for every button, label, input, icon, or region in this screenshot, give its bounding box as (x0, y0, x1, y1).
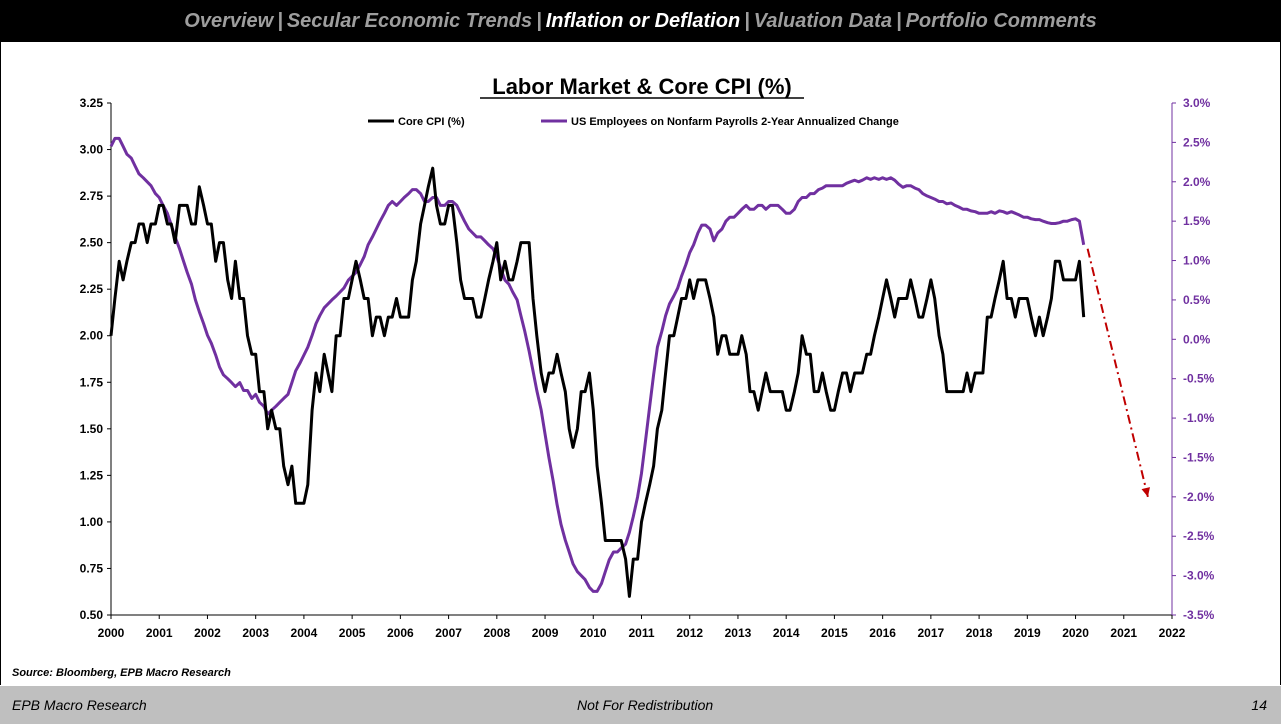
x-axis-tick-label: 2015 (821, 626, 848, 640)
left-axis-tick-label: 3.00 (80, 143, 104, 157)
x-axis-tick-label: 2019 (1014, 626, 1041, 640)
right-axis-tick-label: -2.5% (1183, 529, 1215, 543)
x-axis-tick-label: 2005 (339, 626, 366, 640)
x-axis-tick-label: 2021 (1110, 626, 1137, 640)
right-axis-tick-label: 2.5% (1183, 135, 1211, 149)
legend-label-core-cpi: Core CPI (%) (398, 116, 465, 128)
x-axis-tick-label: 2018 (966, 626, 993, 640)
left-axis-tick-label: 2.50 (80, 236, 104, 250)
right-axis-tick-label: 3.0% (1183, 96, 1211, 110)
core-cpi-series-line (109, 166, 1086, 598)
left-axis-tick-label: 1.50 (80, 422, 104, 436)
legend-label-payrolls: US Employees on Nonfarm Payrolls 2-Year … (571, 116, 899, 128)
footer-brand: EPB Macro Research (12, 697, 147, 713)
x-axis-tick-label: 2007 (435, 626, 462, 640)
nav-inflation-or-deflation[interactable]: Inflation or Deflation (545, 10, 741, 32)
nav-separator: | (744, 10, 750, 32)
left-axis-tick-label: 1.25 (80, 468, 104, 482)
nav-separator: | (536, 10, 542, 32)
projection-arrow-head (1141, 487, 1150, 497)
x-axis-tick-label: 2001 (146, 626, 173, 640)
chart-title: Labor Market & Core CPI (%) (492, 74, 792, 99)
right-axis-tick-label: 2.0% (1183, 175, 1211, 189)
left-axis-tick-label: 2.75 (80, 189, 104, 203)
page-number: 14 (1251, 697, 1267, 713)
footer-bar: EPB Macro Research Not For Redistributio… (0, 686, 1281, 724)
left-axis-tick-label: 3.25 (80, 96, 104, 110)
projection-arrow-line (1086, 248, 1149, 498)
source-note: Source: Bloomberg, EPB Macro Research (12, 667, 231, 679)
right-axis-tick-label: -2.0% (1183, 490, 1215, 504)
right-axis-tick-label: -1.5% (1183, 450, 1215, 464)
footer-notice: Not For Redistribution (577, 697, 714, 713)
left-axis-tick-label: 1.00 (80, 515, 104, 529)
payrolls-series-line (109, 136, 1086, 593)
right-axis-tick-label: 0.5% (1183, 293, 1211, 307)
right-axis-tick-label: -3.0% (1183, 569, 1215, 583)
x-axis-tick-label: 2008 (483, 626, 510, 640)
x-axis-tick-label: 2013 (725, 626, 752, 640)
x-axis-tick-label: 2017 (918, 626, 945, 640)
x-axis-tick-label: 2002 (194, 626, 221, 640)
left-axis-tick-label: 0.75 (80, 561, 104, 575)
x-axis-tick-label: 2014 (773, 626, 800, 640)
left-axis-tick-label: 2.00 (80, 329, 104, 343)
right-axis-tick-label: 1.5% (1183, 214, 1211, 228)
right-axis-tick-label: -3.5% (1183, 608, 1215, 622)
x-axis-tick-label: 2022 (1159, 626, 1186, 640)
left-axis-tick-label: 2.25 (80, 282, 104, 296)
x-axis-tick-label: 2009 (532, 626, 559, 640)
section-nav: Overview | Secular Economic Trends | Inflati… (0, 0, 1281, 42)
nav-valuation-data[interactable]: Valuation Data (753, 10, 892, 32)
right-axis-tick-label: 0.0% (1183, 332, 1211, 346)
x-axis-tick-label: 2012 (676, 626, 703, 640)
nav-overview[interactable]: Overview (184, 10, 274, 32)
nav-portfolio-comments[interactable]: Portfolio Comments (905, 10, 1097, 32)
right-axis-tick-label: 1.0% (1183, 254, 1211, 268)
left-axis-tick-label: 1.75 (80, 375, 104, 389)
x-axis-tick-label: 2016 (869, 626, 896, 640)
right-axis-tick-label: -0.5% (1183, 372, 1215, 386)
labor-market-core-cpi-chart: Labor Market & Core CPI (%) 0.50 0.75 1.00 1… (80, 74, 1215, 640)
x-axis-tick-label: 2000 (98, 626, 125, 640)
x-axis-tick-label: 2011 (628, 626, 654, 640)
right-axis-tick-label: -1.0% (1183, 411, 1215, 425)
nav-secular-economic-trends[interactable]: Secular Economic Trends (286, 10, 533, 32)
x-axis-tick-label: 2010 (580, 626, 607, 640)
x-axis-tick-label: 2006 (387, 626, 414, 640)
x-axis-tick-label: 2004 (291, 626, 318, 640)
x-axis-tick-label: 2003 (242, 626, 269, 640)
nav-separator: | (895, 10, 902, 32)
nav-separator: | (277, 10, 283, 32)
left-axis-tick-label: 0.50 (80, 608, 104, 622)
x-axis-tick-label: 2020 (1062, 626, 1089, 640)
